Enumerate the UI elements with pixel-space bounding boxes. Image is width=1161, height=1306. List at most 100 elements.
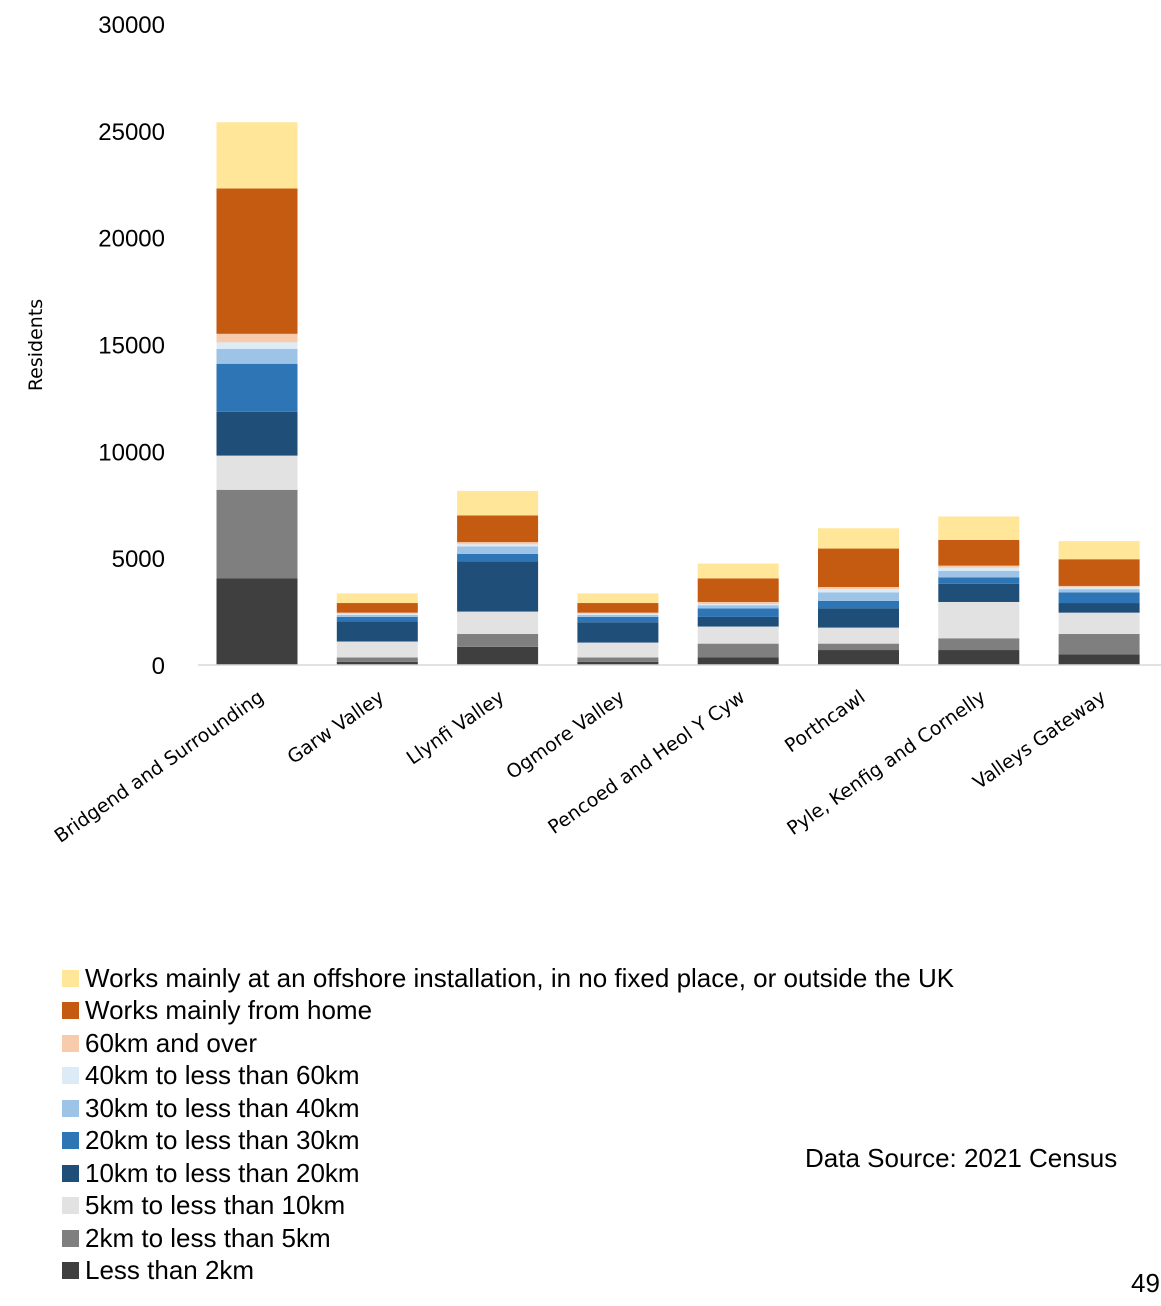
bar-segment (818, 600, 899, 609)
x-tick-label: Valleys Gateway (969, 686, 1110, 794)
bar-segment (577, 603, 659, 613)
bar-segment (336, 657, 418, 662)
legend-swatch (62, 1197, 79, 1215)
y-axis-ticks: 0 5000 10000 15000 20000 25000 30000 (98, 12, 165, 680)
legend-item: Less than 2km (62, 1255, 954, 1288)
bar-segment (457, 611, 539, 635)
legend-label: 30km to less than 40km (85, 1092, 360, 1123)
bar-segment (1058, 592, 1140, 604)
bar-segment (336, 641, 418, 658)
legend: Works mainly at an offshore installation… (62, 962, 954, 1287)
legend-item: 2km to less than 5km (62, 1222, 954, 1255)
bar-segment (457, 634, 539, 647)
bar-segment (336, 603, 418, 613)
bar-segment (577, 614, 659, 617)
x-tick-label: Llynfi Valley (403, 686, 509, 769)
category-labels: Bridgend and Surrounding Garw Valley Llynf… (50, 686, 1110, 847)
legend-item: 20km to less than 30km (62, 1125, 954, 1158)
bar-segment (938, 567, 1020, 571)
x-tick-label: Pencoed and Heol Y Cyw (544, 686, 749, 839)
bar-segment (577, 622, 659, 643)
bar-segment (216, 363, 298, 412)
legend-label: 10km to less than 20km (85, 1157, 360, 1188)
bar-segment (818, 548, 899, 588)
bar-segment (697, 601, 779, 605)
y-tick-label: 30000 (98, 12, 165, 39)
y-tick-label: 10000 (98, 439, 165, 466)
y-axis-label: Residents (25, 299, 47, 391)
bar-segment (818, 587, 899, 590)
bar-segment (577, 661, 659, 665)
y-tick-label: 0 (152, 653, 165, 680)
bar-segment (1058, 585, 1140, 588)
bar-segment (216, 455, 298, 490)
bar-segment (457, 561, 539, 612)
bar-segment (1058, 559, 1140, 586)
bar-segment (577, 612, 659, 614)
legend-label: 60km and over (85, 1027, 257, 1058)
bar-segment (1058, 603, 1140, 613)
bar-segment (818, 627, 899, 644)
legend-label: Works mainly at an offshore installation… (85, 962, 955, 993)
legend-item: 30km to less than 40km (62, 1092, 954, 1125)
x-tick-label: Porthcawl (781, 686, 869, 757)
bar-segment (818, 608, 899, 628)
bar-segment (457, 490, 539, 516)
bar-segment (457, 544, 539, 547)
bar-segment (938, 638, 1020, 651)
legend-swatch (62, 1067, 79, 1085)
bar-segment (697, 605, 779, 609)
bar-segment (697, 563, 779, 579)
bar-segment (938, 516, 1020, 541)
legend-item: 60km and over (62, 1027, 954, 1060)
bar-segment (457, 515, 539, 543)
bar-segment (336, 661, 418, 665)
bar-segment (697, 626, 779, 644)
bar-segment (938, 577, 1020, 584)
bar-segment (216, 188, 298, 334)
bar-segment (216, 333, 298, 343)
legend-label: Less than 2km (85, 1255, 255, 1286)
legend-label: 40km to less than 60km (85, 1060, 360, 1091)
bar-segment (336, 593, 418, 604)
bar-segment (938, 565, 1020, 568)
bar-segment (577, 616, 659, 623)
bar-segment (336, 616, 418, 622)
bar-segment (818, 528, 899, 549)
legend-swatch (62, 1229, 79, 1247)
x-tick-label: Bridgend and Surrounding (50, 686, 267, 847)
bar-segment (216, 578, 298, 665)
y-tick-label: 5000 (112, 546, 165, 573)
legend-label: 2km to less than 5km (85, 1222, 331, 1253)
y-tick-label: 20000 (98, 226, 165, 253)
bar-segment (697, 657, 779, 665)
bar-segment (1058, 612, 1140, 635)
bar-segment (216, 348, 298, 364)
bar-segment (216, 342, 298, 349)
bar-segment (938, 540, 1020, 566)
bar-segment (1058, 589, 1140, 593)
bar-segment (818, 592, 899, 601)
x-tick-label: Garw Valley (283, 686, 388, 769)
bar-segment (938, 583, 1020, 602)
bar-segment (938, 570, 1020, 578)
bar-segment (697, 616, 779, 627)
x-tick-label: Ogmore Valley (502, 686, 628, 784)
bar-segment (336, 613, 418, 615)
legend-swatch (62, 1034, 79, 1052)
legend-item: 40km to less than 60km (62, 1060, 954, 1093)
x-tick-label: Pyle, Kenfig and Cornelly (783, 686, 990, 840)
y-tick-label: 25000 (98, 119, 165, 146)
legend-swatch (62, 1132, 79, 1150)
bar-segment (938, 601, 1020, 639)
legend-label: 5km to less than 10km (85, 1190, 346, 1221)
bars (216, 122, 1140, 665)
bar-segment (457, 646, 539, 665)
legend-swatch (62, 1164, 79, 1182)
bar-segment (1058, 587, 1140, 590)
bar-segment (216, 122, 298, 189)
bar-segment (216, 411, 298, 456)
y-tick-label: 15000 (98, 333, 165, 360)
bar-segment (457, 553, 539, 562)
bar-segment (1058, 654, 1140, 665)
